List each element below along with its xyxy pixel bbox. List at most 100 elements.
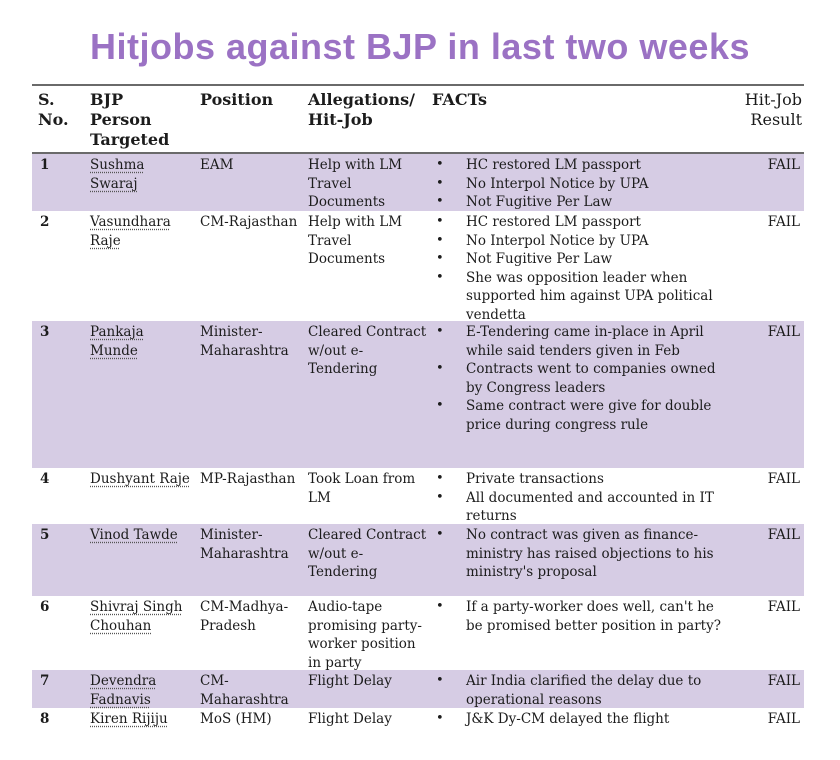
fact-text: Contracts went to companies owned by Con…	[466, 361, 716, 396]
serial-no: 4	[40, 471, 50, 487]
person-name: Devendra Fadnavis	[90, 672, 190, 709]
bullet-icon: •	[436, 711, 444, 726]
bullet-icon: •	[436, 489, 444, 505]
allegation: Cleared Contract w/out e-Tendering	[308, 527, 427, 580]
bullet-icon: •	[436, 175, 444, 191]
facts-cell: • E-Tendering came in-place in April whil…	[432, 323, 722, 434]
table-row: 3 Pankaja Munde Minister-Maharashtra Cleare…	[32, 321, 804, 468]
hit-job-result: FAIL	[767, 214, 800, 230]
header-facts: FACTs	[432, 90, 488, 109]
allegation: Flight Delay	[308, 673, 392, 689]
fact-text: No Interpol Notice by UPA	[466, 175, 649, 192]
bullet-icon: •	[436, 527, 444, 542]
fact-text: HC restored LM passport	[466, 157, 641, 173]
bullet-icon: •	[436, 157, 444, 172]
hit-job-result: FAIL	[767, 471, 800, 487]
person-name: Vasundhara Raje	[90, 213, 190, 250]
person-name: Vinod Tawde	[90, 526, 190, 545]
fact-item: • Contracts went to companies owned by Co…	[432, 360, 722, 397]
fact-item: • Not Fugitive Per Law	[432, 193, 722, 212]
allegation: Flight Delay	[308, 711, 392, 727]
fact-text: Same contract were give for double price…	[466, 398, 712, 433]
fact-item: • HC restored LM passport	[432, 156, 722, 175]
fact-item: • Same contract were give for double pric…	[432, 397, 722, 434]
fact-text: E-Tendering came in-place in April while…	[466, 324, 704, 359]
person-name-text: Devendra Fadnavis	[90, 673, 157, 708]
serial-no: 3	[40, 324, 50, 340]
position: MP-Rajasthan	[200, 471, 296, 487]
header-position: Position	[200, 90, 274, 109]
fact-text: Air India clarified the delay due to ope…	[466, 673, 702, 708]
table-row: 5 Vinod Tawde Minister-Maharashtra Cleared …	[32, 524, 804, 596]
table-header: S. No. BJP Person Targeted Position Alle…	[32, 84, 804, 154]
facts-list: • HC restored LM passport • No Interpol Not…	[432, 213, 722, 324]
fact-text: If a party-worker does well, can't he be…	[466, 599, 721, 634]
fact-text: J&K Dy-CM delayed the flight	[466, 711, 670, 727]
bullet-icon: •	[436, 599, 444, 614]
serial-no: 7	[40, 673, 50, 689]
person-name: Dushyant Raje	[90, 470, 190, 489]
person-name-text: Vasundhara Raje	[90, 214, 171, 249]
hit-job-result: FAIL	[767, 673, 800, 689]
position: Minister-Maharashtra	[200, 527, 289, 562]
person-name-text: Shivraj Singh Chouhan	[90, 599, 183, 634]
facts-list: • If a party-worker does well, can't he b…	[432, 598, 722, 635]
fact-item: • E-Tendering came in-place in April whil…	[432, 323, 722, 360]
person-name: Kiren Rijiju	[90, 710, 190, 729]
facts-cell: • If a party-worker does well, can't he b…	[432, 598, 722, 635]
facts-cell: • Private transactions • All documented and…	[432, 470, 722, 526]
bullet-icon: •	[436, 673, 444, 688]
table-row: 4 Dushyant Raje MP-Rajasthan Took Loan from…	[32, 468, 804, 524]
facts-cell: • Air India clarified the delay due to op…	[432, 672, 722, 709]
person-name-text: Vinod Tawde	[90, 527, 178, 543]
person-name-text: Kiren Rijiju	[90, 711, 168, 727]
person-name-text: Dushyant Raje	[90, 471, 190, 487]
position: CM-Rajasthan	[200, 214, 298, 230]
allegation: Cleared Contract w/out e-Tendering	[308, 324, 427, 377]
serial-no: 8	[40, 711, 50, 727]
hit-job-result: FAIL	[767, 599, 800, 615]
person-name-text: Pankaja Munde	[90, 324, 144, 359]
fact-item: • Private transactions	[432, 470, 722, 489]
allegation: Help with LM Travel Documents	[308, 157, 403, 210]
hit-job-result: FAIL	[767, 527, 800, 543]
fact-item: • Not Fugitive Per Law	[432, 250, 722, 269]
header-allegation: Allegations/ Hit-Job	[308, 90, 415, 129]
facts-cell: • No contract was given as finance-minist…	[432, 526, 722, 582]
facts-list: • J&K Dy-CM delayed the flight	[432, 710, 722, 729]
fact-text: She was opposition leader when supported…	[466, 269, 713, 323]
header-result: Hit-Job Result	[744, 90, 802, 129]
person-name: Pankaja Munde	[90, 323, 190, 360]
bullet-icon: •	[436, 251, 444, 266]
facts-list: • HC restored LM passport • No Interpol Not…	[432, 156, 722, 212]
allegation: Help with LM Travel Documents	[308, 214, 403, 267]
position: CM-Maharashtra	[200, 673, 289, 708]
bullet-icon: •	[436, 398, 444, 413]
table-row: 1 Sushma Swaraj EAM Help with LM Travel Doc…	[32, 154, 804, 211]
fact-text: Not Fugitive Per Law	[466, 251, 613, 267]
hit-job-result: FAIL	[767, 711, 800, 727]
facts-list: • Air India clarified the delay due to op…	[432, 672, 722, 709]
bullet-icon: •	[436, 324, 444, 339]
bullet-icon: •	[436, 471, 444, 486]
table-row: 8 Kiren Rijiju MoS (HM) Flight Delay • J&K Dy…	[32, 708, 804, 732]
fact-text: All documented and accounted in IT retur…	[466, 489, 714, 525]
header-person: BJP Person Targeted	[90, 90, 170, 149]
fact-item: • J&K Dy-CM delayed the flight	[432, 710, 722, 729]
bullet-icon: •	[436, 232, 444, 248]
bullet-icon: •	[436, 214, 444, 229]
fact-item: • She was opposition leader when supporte…	[432, 269, 722, 325]
serial-no: 2	[40, 214, 50, 230]
fact-item: • Air India clarified the delay due to op…	[432, 672, 722, 709]
fact-item: • No Interpol Notice by UPA	[432, 232, 722, 251]
table-row: 2 Vasundhara Raje CM-Rajasthan Help with LM…	[32, 211, 804, 324]
person-name-text: Sushma Swaraj	[90, 157, 145, 192]
position: CM-Madhya-Pradesh	[200, 599, 289, 634]
position: EAM	[200, 157, 234, 173]
fact-item: • No contract was given as finance-minist…	[432, 526, 722, 582]
fact-text: No Interpol Notice by UPA	[466, 232, 649, 249]
bullet-icon: •	[436, 194, 444, 209]
allegation: Audio-tape promising party-worker positi…	[308, 599, 422, 671]
serial-no: 6	[40, 599, 50, 615]
fact-text: No contract was given as finance-ministr…	[466, 527, 714, 580]
